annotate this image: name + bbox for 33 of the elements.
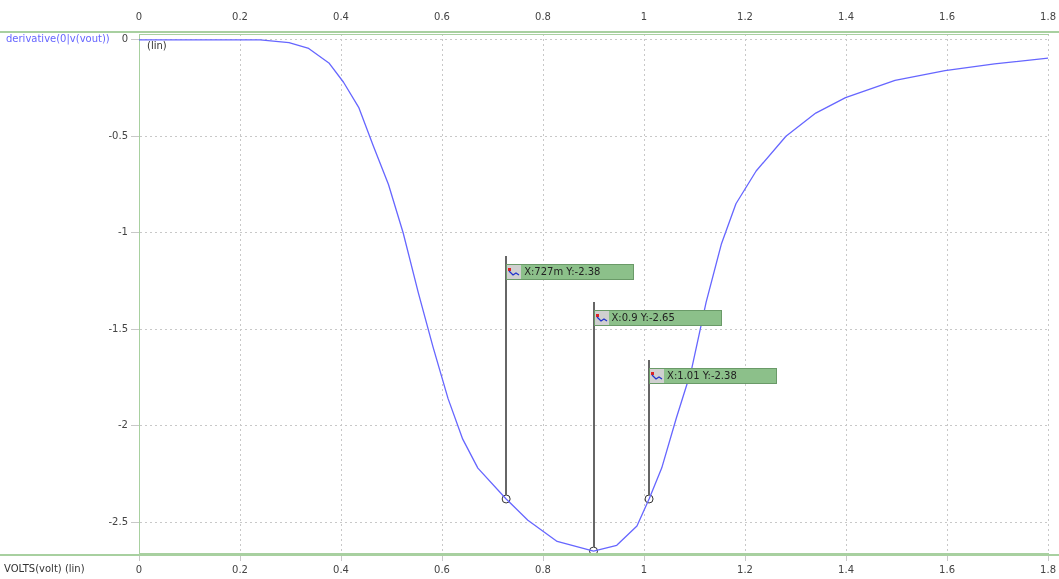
- cursor-callout: X:1.01 Y:-2.38: [644, 359, 780, 495]
- x2-tick-label: 0.2: [232, 10, 248, 22]
- x-tick-label: 0: [135, 563, 143, 575]
- y-tick-label: -0.5: [108, 129, 128, 141]
- x-tick-label: 1.6: [939, 563, 955, 575]
- x-axis-title: VOLTS(volt) (lin): [4, 562, 85, 574]
- annotation: X:727m Y:-2.38: [524, 265, 601, 278]
- x2-tick-label: 1: [640, 10, 648, 22]
- y-tick-label: 0: [121, 33, 128, 45]
- y-tick-label: -1.5: [108, 322, 128, 334]
- annotation: (lin): [147, 39, 167, 51]
- x-tick-label: 1: [640, 563, 648, 575]
- y-axis-title: derivative(0|v(vout)): [6, 32, 110, 45]
- x-tick-label: 1.4: [838, 563, 854, 575]
- annotation: X:1.01 Y:-2.38: [667, 369, 737, 382]
- x-tick-label: 0.4: [333, 563, 349, 575]
- x-tick-label: 0.6: [434, 563, 450, 575]
- x-tick-label: 1.8: [1040, 563, 1056, 575]
- x2-tick-label: 1.8: [1040, 10, 1056, 22]
- annotation: X:0.9 Y:-2.65: [611, 312, 675, 325]
- y-tick-label: -2.5: [108, 515, 128, 527]
- x-tick-label: 0.2: [232, 563, 248, 575]
- x-tick-label: 0.8: [535, 563, 551, 575]
- x2-tick-label: 0.6: [434, 10, 450, 22]
- x2-tick-label: 0: [135, 10, 143, 22]
- y-tick-label: -2: [118, 419, 128, 431]
- y-tick-label: -1: [118, 226, 128, 238]
- x-tick-label: 1.2: [737, 563, 753, 575]
- x2-tick-label: 0.8: [535, 10, 551, 22]
- x2-tick-label: 1.2: [737, 10, 753, 22]
- x2-tick-label: 0.4: [333, 10, 349, 22]
- x2-tick-label: 1.6: [939, 10, 955, 22]
- x2-tick-label: 1.4: [838, 10, 854, 22]
